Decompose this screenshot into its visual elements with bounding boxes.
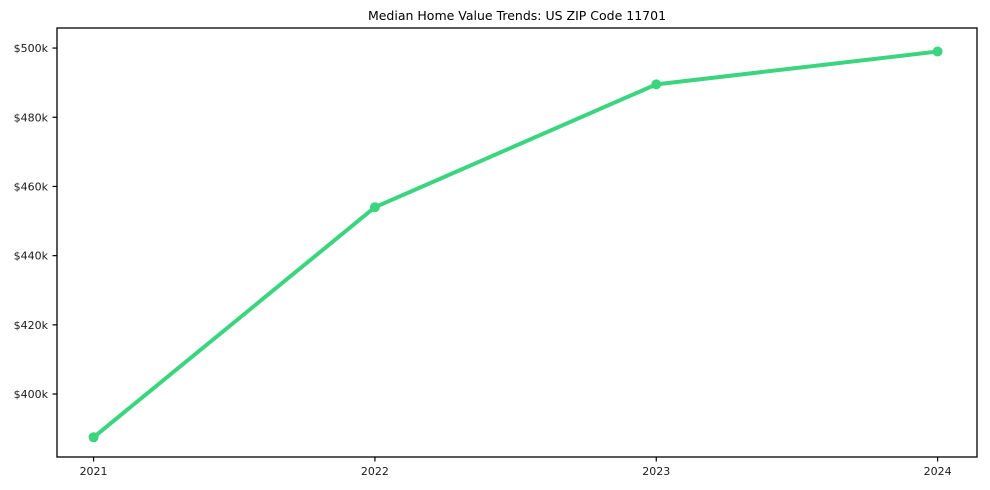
x-tick-label: 2022 [361, 465, 389, 478]
y-tick-label: $420k [14, 319, 49, 332]
x-tick-label: 2024 [924, 465, 952, 478]
x-tick-label: 2021 [80, 465, 108, 478]
y-tick-label: $500k [14, 42, 49, 55]
data-point-2022 [369, 202, 380, 213]
data-point-2023 [651, 79, 662, 90]
chart-title: Median Home Value Trends: US ZIP Code 11… [367, 8, 667, 23]
y-tick-label: $460k [14, 180, 49, 193]
y-tick-label: $440k [14, 250, 49, 263]
x-tick-label: 2023 [642, 465, 670, 478]
trend-line [91, 49, 940, 440]
plot-border [56, 27, 978, 458]
data-point-2024 [932, 46, 943, 57]
y-tick-label: $480k [14, 111, 49, 124]
y-tick-label: $400k [14, 388, 49, 401]
data-point-2021 [88, 432, 99, 443]
